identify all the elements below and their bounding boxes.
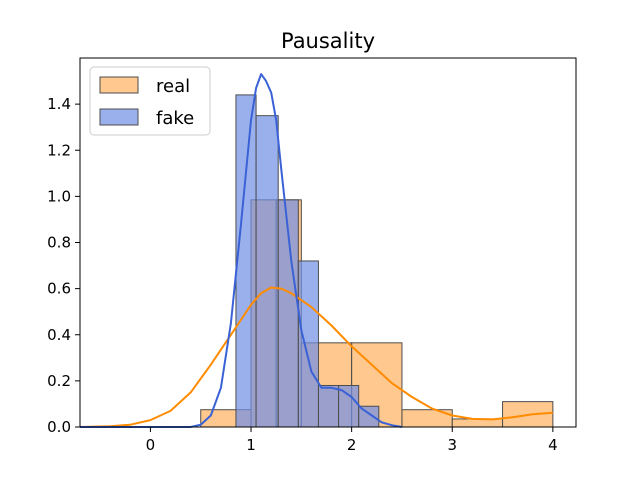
y-tick-label-6: 1.2 xyxy=(47,141,71,159)
y-tick-label-2: 0.4 xyxy=(47,326,71,344)
legend-label-real: real xyxy=(156,76,190,97)
legend: real fake xyxy=(89,66,211,136)
y-tick-label-7: 1.4 xyxy=(47,95,71,113)
bar-fake-5 xyxy=(338,384,360,428)
bar-fake-1 xyxy=(255,115,279,428)
legend-label-fake: fake xyxy=(156,108,194,129)
y-tick-label-5: 1.0 xyxy=(47,187,71,205)
bar-fake-4 xyxy=(317,384,340,428)
x-tick-label-1: 1 xyxy=(246,436,256,454)
kde-line-fake xyxy=(80,73,403,428)
y-tick-label-1: 0.2 xyxy=(47,372,71,390)
y-tick-label-4: 0.8 xyxy=(47,234,71,252)
x-tick-label-0: 0 xyxy=(146,436,156,454)
kde-line-real xyxy=(79,286,553,428)
chart-title: Pausality xyxy=(281,29,375,53)
bar-fake-3 xyxy=(297,260,319,428)
bar-fake-0 xyxy=(235,94,257,428)
x-tick-label-2: 2 xyxy=(347,436,357,454)
x-tick-label-4: 4 xyxy=(548,436,558,454)
legend-swatch-real xyxy=(99,76,139,94)
axes: 0 1 2 3 4 0.0 0.2 0.4 0.6 0.8 1.0 1.2 1.4 xyxy=(47,57,577,454)
y-tick-label-0: 0.0 xyxy=(47,418,71,436)
y-tick-label-3: 0.6 xyxy=(47,280,71,298)
x-tick-label-3: 3 xyxy=(447,436,457,454)
plot-area xyxy=(79,73,554,428)
legend-swatch-fake xyxy=(99,108,139,126)
